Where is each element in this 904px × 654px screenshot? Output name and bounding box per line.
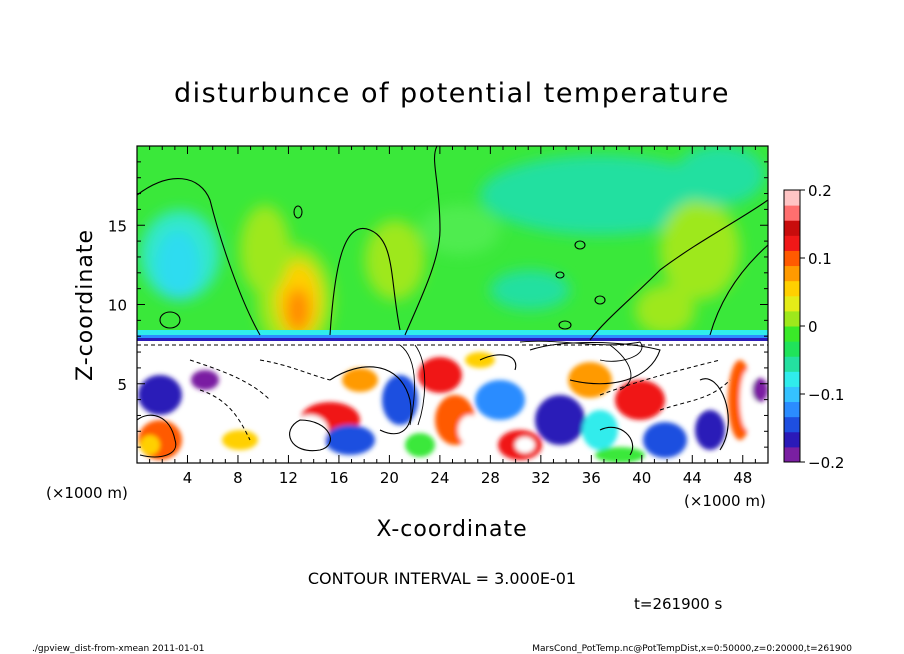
colorbar [784, 190, 800, 463]
x-axis-label: X-coordinate [376, 517, 527, 542]
chart-title: disturbunce of potential temperature [174, 78, 730, 109]
x-tick-label: 36 [582, 469, 601, 487]
colorbar-swatch [784, 431, 800, 448]
colorbar-tick-label: 0 [808, 318, 818, 336]
colorbar-swatch [784, 446, 800, 463]
x-axis-ticks: 4 8 12 16 20 24 28 32 36 40 44 48 [149, 146, 756, 487]
y-axis-ticks: 5 10 15 [108, 161, 768, 448]
colorbar-swatch [784, 235, 800, 251]
colorbar-tick-label: −0.1 [808, 386, 844, 404]
colorbar-swatch [784, 341, 800, 357]
colorbar-tick-label: 0.1 [808, 250, 832, 268]
x-tick-label: 28 [481, 469, 500, 487]
colorbar-swatch [784, 371, 800, 387]
colorbar-swatch [784, 220, 800, 236]
x-tick-label: 44 [683, 469, 702, 487]
colorbar-swatch [784, 416, 800, 433]
colorbar-swatch [784, 250, 800, 267]
x-tick-label: 4 [183, 469, 193, 487]
x-tick-label: 12 [279, 469, 298, 487]
colorbar-ticks: 0.2 0.1 0 −0.1 −0.2 [800, 182, 844, 472]
heatmap-field [137, 146, 768, 463]
colorbar-tick-label: 0.2 [808, 182, 832, 200]
x-tick-label: 8 [233, 469, 243, 487]
x-tick-label: 48 [733, 469, 752, 487]
colorbar-swatch [784, 190, 800, 206]
x-tick-label: 40 [632, 469, 651, 487]
colorbar-swatch [784, 280, 800, 297]
colorbar-swatch [784, 386, 800, 403]
colorbar-swatch [784, 326, 800, 342]
time-label: t=261900 s [634, 595, 722, 613]
colorbar-swatch [784, 356, 800, 372]
colorbar-tick-label: −0.2 [808, 454, 844, 472]
colorbar-swatch [784, 295, 800, 312]
x-tick-label: 24 [430, 469, 449, 487]
x-tick-label: 16 [329, 469, 348, 487]
y-tick-label: 5 [117, 376, 127, 394]
contour-interval: CONTOUR INTERVAL = 3.000E-01 [308, 569, 576, 588]
colorbar-swatch [784, 401, 800, 418]
footer-right: MarsCond_PotTemp.nc@PotTempDist,x=0:5000… [532, 644, 852, 654]
x-unit-left: (×1000 m) [46, 484, 128, 502]
y-tick-label: 15 [108, 217, 127, 235]
y-axis-label: Z-coordinate [73, 229, 98, 381]
x-tick-label: 20 [380, 469, 399, 487]
y-tick-label: 10 [108, 297, 127, 315]
colorbar-swatch [784, 310, 800, 327]
x-tick-label: 32 [531, 469, 550, 487]
footer-left: ./gpview_dist-from-xmean 2011-01-01 [32, 644, 204, 654]
colorbar-swatch [784, 205, 800, 221]
colorbar-swatch [784, 265, 800, 282]
x-unit-right: (×1000 m) [684, 492, 766, 510]
